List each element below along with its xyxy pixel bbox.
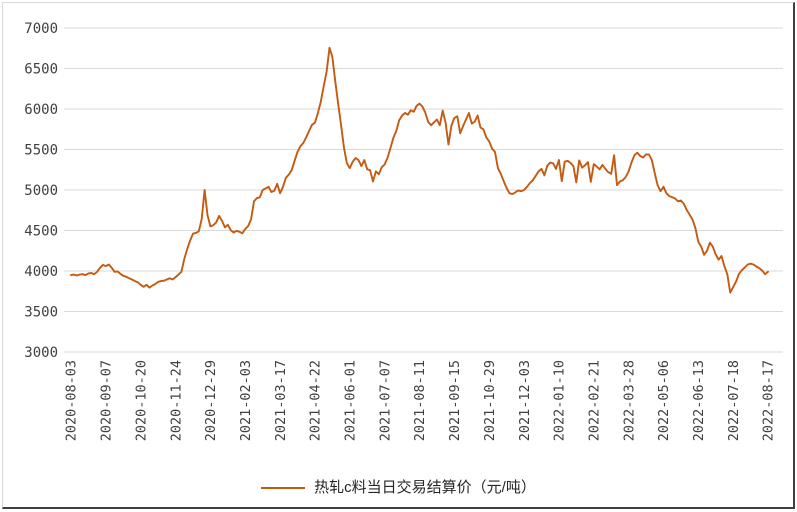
x-axis-tick-label: 2021-12-03	[517, 360, 533, 441]
y-axis-tick-label: 3000	[24, 345, 58, 361]
x-axis-tick-label: 2021-10-29	[482, 360, 498, 441]
x-axis-tick-label: 2021-06-01	[343, 360, 359, 441]
x-axis-tick-label: 2022-06-13	[691, 360, 707, 441]
x-axis-tick-label: 2022-05-06	[656, 360, 672, 441]
x-axis-tick-label: 2020-12-29	[203, 360, 219, 441]
x-axis-tick-label: 2022-01-10	[552, 360, 568, 441]
x-axis-tick-label: 2022-03-28	[621, 360, 637, 441]
x-axis-tick-label: 2022-07-18	[726, 360, 742, 441]
x-axis-tick-label: 2021-02-03	[238, 360, 254, 441]
legend-line-marker	[261, 487, 306, 489]
y-axis-tick-label: 4500	[24, 223, 58, 239]
x-axis-tick-label: 2021-03-17	[273, 360, 289, 441]
x-axis-tick-label: 2020-09-07	[99, 360, 115, 441]
y-axis-tick-label: 5000	[24, 183, 58, 199]
y-axis-tick-label: 7000	[24, 21, 58, 37]
x-axis-tick-label: 2021-04-22	[308, 360, 324, 441]
x-axis-tick-label: 2022-08-17	[761, 360, 777, 441]
y-axis-tick-label: 5500	[24, 142, 58, 158]
x-axis-tick-label: 2020-11-24	[168, 360, 184, 441]
x-axis-tick-label: 2022-02-21	[586, 360, 602, 441]
x-axis-tick-label: 2020-10-20	[133, 360, 149, 441]
y-axis-tick-label: 6000	[24, 102, 58, 118]
y-axis-tick-label: 4000	[24, 264, 58, 280]
x-axis-tick-label: 2021-08-11	[412, 360, 428, 441]
x-axis-tick-label: 2021-09-15	[447, 360, 463, 441]
legend-series-label: 热轧c料当日交易结算价（元/吨）	[314, 479, 536, 496]
y-axis-tick-label: 3500	[24, 304, 58, 320]
x-axis-tick-label: 2020-08-03	[64, 360, 80, 441]
legend: 热轧c料当日交易结算价（元/吨）	[0, 479, 797, 497]
price-series-line	[70, 46, 769, 294]
y-axis-tick-label: 6500	[24, 61, 58, 77]
x-axis-tick-label: 2021-07-07	[377, 360, 393, 441]
